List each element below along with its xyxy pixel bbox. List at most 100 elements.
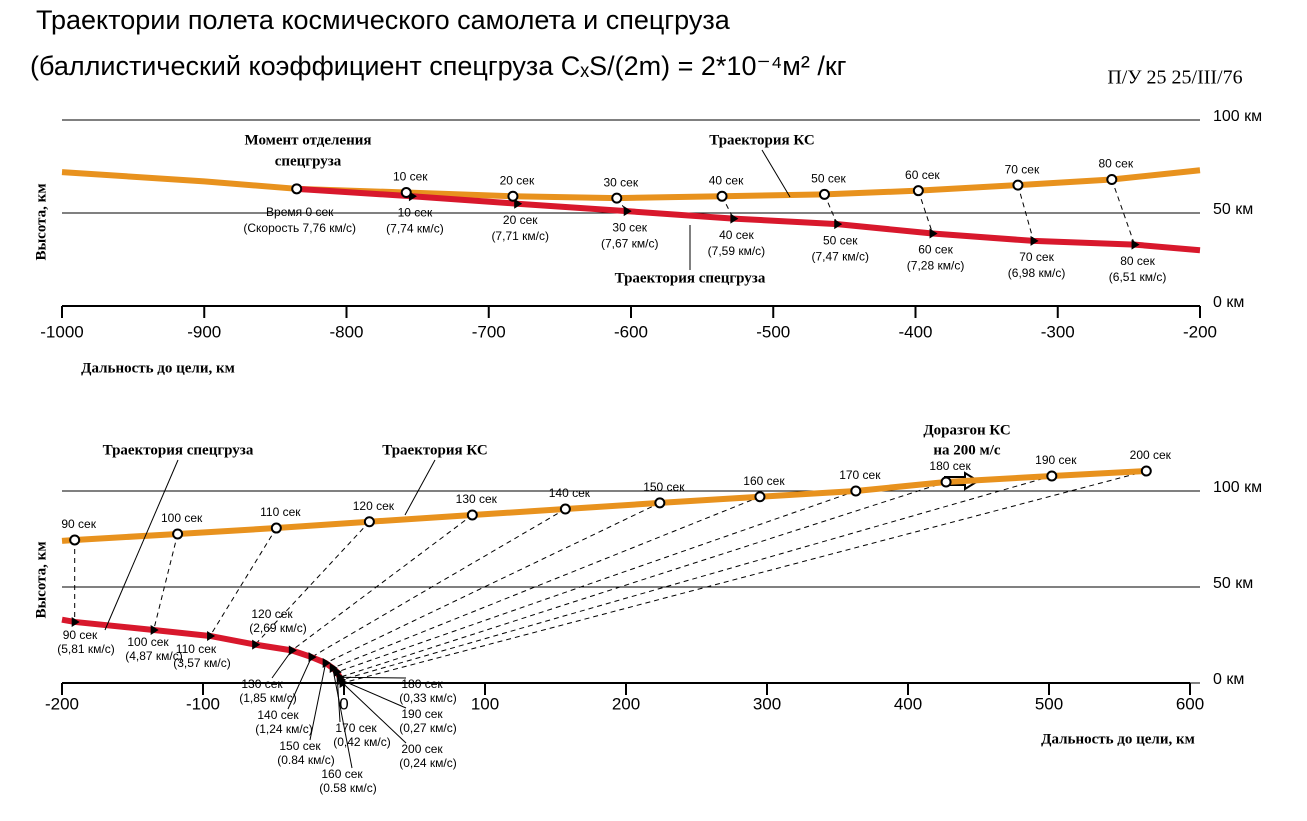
ks-marker (1106, 174, 1118, 186)
payload-marker (333, 667, 342, 678)
payload-time-label: 40 сек (719, 228, 754, 242)
payload-speed-label: (0,27 км/с) (399, 721, 457, 735)
payload-time-label: 20 сек (503, 213, 538, 227)
payload-time-label: 10 сек (398, 205, 433, 219)
x-axis-label: Дальность до цели, км (1041, 731, 1195, 747)
ks-marker (1012, 179, 1024, 191)
ks-time-label: 70 сек (1005, 162, 1040, 176)
payload-speed-label: (0,42 км/с) (333, 735, 391, 749)
ks-marker (507, 190, 519, 202)
title-line: (баллистический коэффициент спецгруза Cₓ… (30, 51, 847, 81)
payload-marker (514, 198, 523, 209)
ks-time-label: 10 сек (393, 170, 428, 184)
ks-marker (1046, 470, 1058, 482)
payload-time-label: 100 сек (127, 635, 169, 649)
ks-time-label: 200 сек (1130, 448, 1172, 462)
ks-time-label: 50 сек (811, 172, 846, 186)
payload-speed-label: (6,51 км/с) (1109, 270, 1167, 284)
y-tick-label: 0 км (1213, 294, 1244, 311)
payload-speed-label: (Скорость 7,76 км/с) (243, 221, 356, 235)
series-name: Траектория КС (709, 132, 814, 148)
ks-marker (363, 516, 375, 528)
payload-speed-label: (3,57 км/с) (173, 656, 231, 670)
y-tick-label: 50 км (1213, 201, 1253, 218)
x-tick-label: -300 (1041, 322, 1075, 341)
x-tick-label: 300 (753, 694, 781, 713)
leader (271, 650, 293, 679)
payload-time-label: 190 сек (401, 707, 443, 721)
x-tick-label: -1000 (40, 322, 83, 341)
payload-time-label: Время 0 сек (266, 205, 334, 219)
series-name: Траектория КС (382, 442, 487, 458)
ks-marker (754, 491, 766, 503)
payload-time-label: 140 сек (257, 708, 299, 722)
ks-marker (611, 192, 623, 204)
payload-speed-label: (7,59 км/с) (708, 244, 766, 258)
leader (104, 459, 179, 631)
payload-time-label: 80 сек (1120, 254, 1155, 268)
payload-marker (1030, 235, 1039, 246)
x-tick-label: 500 (1035, 694, 1063, 713)
payload-time-label: 70 сек (1019, 250, 1054, 264)
ks-time-label: 40 сек (709, 173, 744, 187)
payload-speed-label: (2,69 км/с) (249, 621, 307, 635)
series-name: Траектория спецгруза (103, 442, 254, 458)
payload-time-label: 60 сек (918, 243, 953, 257)
connector (342, 470, 1147, 684)
ks-marker (400, 187, 412, 199)
payload-marker (207, 630, 216, 641)
payload-speed-label: (1,24 км/с) (255, 722, 313, 736)
payload-marker (71, 616, 80, 627)
connector (311, 508, 566, 658)
x-tick-label: 100 (471, 694, 499, 713)
x-tick-label: 0 (339, 694, 348, 713)
series-name: Траектория спецгруза (615, 270, 766, 286)
payload-time-label: 150 сек (279, 739, 321, 753)
payload-speed-label: (1,85 км/с) (239, 691, 297, 705)
x-tick-label: 200 (612, 694, 640, 713)
x-tick-label: -500 (756, 322, 790, 341)
payload-speed-label: (7,74 км/с) (386, 221, 444, 235)
series-line (296, 185, 1201, 254)
payload-time-label: 90 сек (63, 628, 98, 642)
ks-marker (1140, 465, 1152, 477)
ks-marker (291, 183, 303, 195)
y-tick-label: 0 км (1213, 671, 1244, 688)
ks-time-label: 100 сек (161, 511, 203, 525)
ks-time-label: 90 сек (61, 517, 96, 531)
ks-marker (850, 485, 862, 497)
leader (339, 676, 407, 679)
payload-time-label: 170 сек (335, 721, 377, 735)
leader (342, 682, 407, 744)
ks-time-label: 30 сек (603, 175, 638, 189)
connector (917, 190, 934, 234)
connector (325, 502, 661, 664)
leader (287, 656, 313, 710)
annotation: спецгруза (275, 153, 342, 169)
payload-time-label: 160 сек (321, 767, 363, 781)
ks-marker (172, 528, 184, 540)
payload-marker (252, 639, 261, 650)
y-axis-label: Высота, км (33, 541, 49, 618)
x-tick-label: -700 (472, 322, 506, 341)
connector (1111, 179, 1136, 245)
ks-time-label: 170 сек (839, 468, 881, 482)
y-tick-label: 100 км (1213, 108, 1262, 125)
payload-speed-label: (7,28 км/с) (907, 259, 965, 273)
payload-marker (623, 206, 632, 217)
payload-speed-label: (7,47 км/с) (812, 249, 870, 263)
ks-marker (818, 188, 830, 200)
title-line: Траектории полета космического самолета … (36, 5, 731, 35)
payload-speed-label: (0.84 км/с) (277, 753, 335, 767)
x-tick-label: -200 (1183, 322, 1217, 341)
ks-time-label: 150 сек (643, 480, 685, 494)
annotation: Момент отделения (244, 132, 371, 148)
payload-speed-label: (4,87 км/с) (125, 649, 183, 663)
payload-time-label: 120 сек (251, 607, 293, 621)
annotation: Доразгон КС (923, 422, 1010, 438)
connector (341, 475, 1052, 681)
x-tick-label: -800 (329, 322, 363, 341)
payload-marker (730, 213, 739, 224)
series-line (61, 167, 1201, 202)
